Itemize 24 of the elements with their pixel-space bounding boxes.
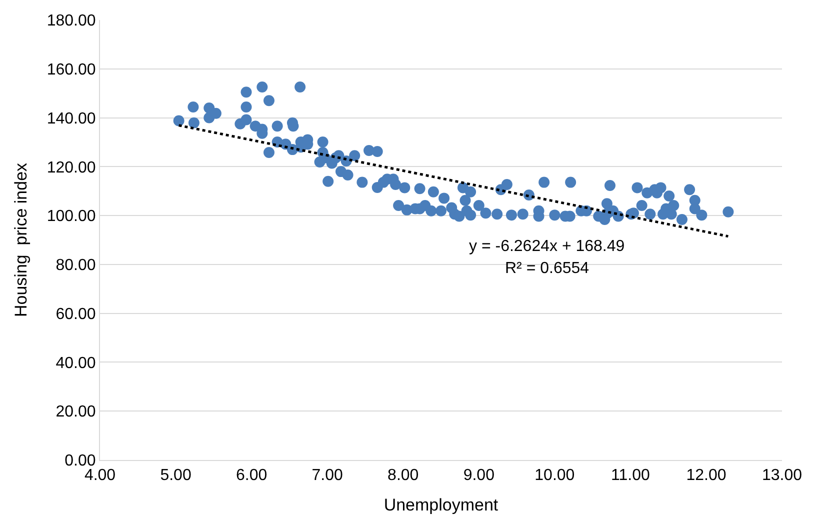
annotation: y = -6.2624x + 168.49	[469, 238, 625, 255]
x-axis-title: Unemployment	[384, 496, 498, 515]
y-tick-label: 0.00	[64, 452, 96, 470]
x-tick-label: 13.00	[762, 467, 802, 484]
x-tick-label: 9.00	[463, 467, 495, 484]
y-tick-label: 120.00	[46, 159, 96, 176]
annotation: R² = 0.6554	[505, 260, 590, 277]
y-tick-label: 180.00	[46, 12, 96, 30]
y-tick-label: 20.00	[56, 404, 96, 421]
x-tick-label: 7.00	[312, 467, 343, 484]
x-tick-label: 10.00	[534, 467, 575, 484]
x-tick-label: 12.00	[686, 467, 726, 484]
y-tick-label: 40.00	[56, 354, 96, 372]
y-axis-title: Housing price index	[11, 162, 30, 318]
y-tick-label: 60.00	[56, 306, 96, 323]
y-tick-label: 140.00	[46, 110, 96, 128]
x-tick-label: 11.00	[611, 467, 650, 484]
x-tick-label: 8.00	[388, 467, 419, 484]
x-tick-label: 6.00	[236, 467, 268, 484]
y-tick-label: 80.00	[56, 257, 96, 274]
x-tick-label: 4.00	[84, 467, 116, 484]
y-tick-label: 100.00	[46, 208, 96, 226]
x-tick-label: 5.00	[160, 467, 192, 484]
y-tick-label: 160.00	[46, 61, 96, 78]
